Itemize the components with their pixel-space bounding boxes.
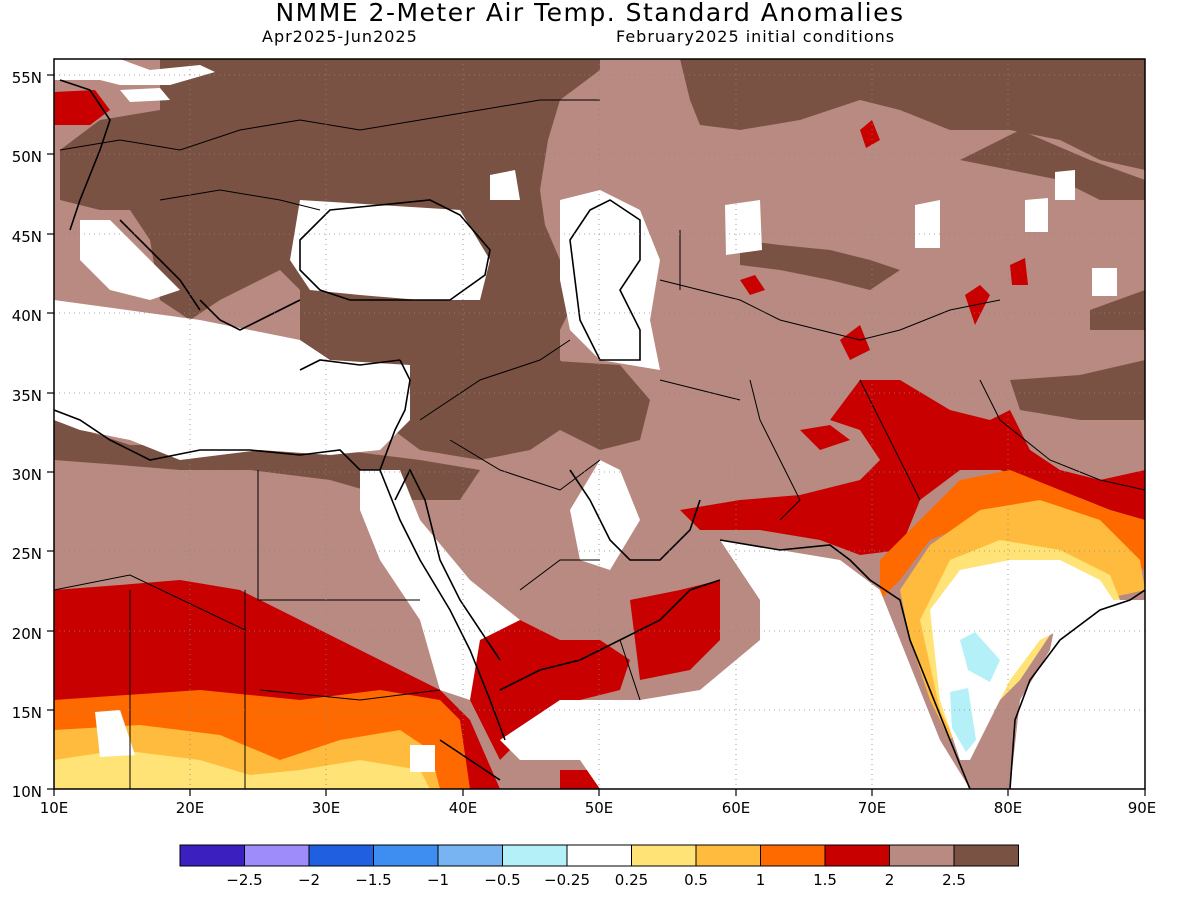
- coastlines: [54, 79, 1145, 789]
- lon-label-70e: 70E: [858, 799, 887, 817]
- anomaly-field: [54, 59, 1145, 789]
- lat-label-45n: 45N: [12, 228, 42, 246]
- colorbar-label: 2: [885, 871, 895, 889]
- lon-label-60e: 60E: [722, 799, 751, 817]
- lon-label-40e: 40E: [449, 799, 478, 817]
- colorbar-label: −2.5: [226, 871, 262, 889]
- lon-label-50e: 50E: [585, 799, 614, 817]
- colorbar-swatch: [953, 844, 1019, 867]
- colorbar-label: −0.25: [544, 871, 590, 889]
- colorbar-swatch: [566, 844, 632, 867]
- lat-label-15n: 15N: [12, 704, 42, 722]
- lon-label-10e: 10E: [40, 799, 69, 817]
- colorbar-swatch: [373, 844, 439, 867]
- lon-label-20e: 20E: [176, 799, 205, 817]
- colorbar-label: 0.25: [615, 871, 648, 889]
- colorbar-label: −1.5: [355, 871, 391, 889]
- initial-conditions: February2025 initial conditions: [616, 27, 896, 46]
- colorbar-label: −1: [427, 871, 449, 889]
- colorbar-label: −2: [298, 871, 320, 889]
- lat-label-55n: 55N: [12, 69, 42, 87]
- colorbar-swatch: [437, 844, 503, 867]
- latitude-labels: 10N 15N 20N 25N 30N 35N 40N 45N 50N 55N: [12, 69, 42, 801]
- lon-label-80e: 80E: [994, 799, 1023, 817]
- axis-ticks: [47, 74, 1146, 796]
- colorbar-swatch: [179, 844, 245, 867]
- near-normal-regions: [54, 59, 1145, 789]
- lat-label-10n: 10N: [12, 783, 42, 801]
- colorbar-label: 1.5: [813, 871, 837, 889]
- colorbar-swatch: [824, 844, 890, 867]
- colorbar-swatch: [889, 844, 955, 867]
- forecast-period: Apr2025-Jun2025: [262, 27, 418, 46]
- colorbar-swatch: [695, 844, 761, 867]
- lon-label-30e: 30E: [312, 799, 341, 817]
- colorbar-swatch: [308, 844, 374, 867]
- colorbar-swatch: [760, 844, 826, 867]
- lat-label-30n: 30N: [12, 466, 42, 484]
- colorbar-label: −0.5: [484, 871, 520, 889]
- colorbar: [179, 844, 1019, 867]
- colorbar-label: 2.5: [942, 871, 966, 889]
- lat-label-25n: 25N: [12, 545, 42, 563]
- longitude-labels: 10E 20E 30E 40E 50E 60E 70E 80E 90E: [40, 799, 1157, 817]
- colorbar-swatch: [244, 844, 310, 867]
- country-borders: [54, 99, 1145, 789]
- lon-label-90e: 90E: [1128, 799, 1157, 817]
- graticule: [54, 59, 1145, 789]
- cool-anomaly-regions: [950, 632, 1000, 752]
- colorbar-swatch: [631, 844, 697, 867]
- colorbar-label: 0.5: [684, 871, 708, 889]
- lat-label-20n: 20N: [12, 625, 42, 643]
- lat-label-35n: 35N: [12, 387, 42, 405]
- colorbar-label: 1: [756, 871, 766, 889]
- map-title: NMME 2-Meter Air Temp. Standard Anomalie…: [275, 0, 905, 27]
- colorbar-swatch: [502, 844, 568, 867]
- colorbar-labels: −2.5 −2 −1.5 −1 −0.5 −0.25 0.25 0.5 1 1.5 2 2.5: [226, 871, 966, 889]
- lat-label-40n: 40N: [12, 307, 42, 325]
- lat-label-50n: 50N: [12, 148, 42, 166]
